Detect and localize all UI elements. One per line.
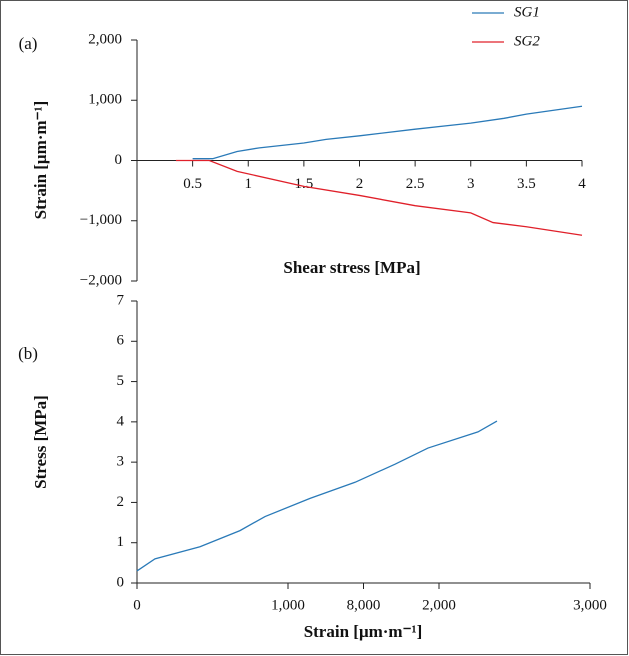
panel-label: (a) xyxy=(19,34,38,53)
x-tick-label: 4 xyxy=(578,176,586,192)
legend-label: SG1 xyxy=(514,4,540,20)
x-axis-label: Shear stress [MPa] xyxy=(283,258,420,277)
y-axis-label: Stress [MPa] xyxy=(31,395,50,489)
legend-label: SG2 xyxy=(514,33,540,49)
series-line xyxy=(192,105,583,160)
y-tick-label: 2,000 xyxy=(88,31,122,47)
y-tick-label: −2,000 xyxy=(80,272,122,288)
x-tick-label: 0 xyxy=(133,597,141,613)
y-tick-label: 3 xyxy=(117,454,125,470)
y-tick-label: 2 xyxy=(117,494,125,510)
y-tick-label: 4 xyxy=(117,413,125,429)
x-tick-label: 3 xyxy=(467,176,475,192)
y-axis-label: Strain [μm·m⁻¹] xyxy=(31,101,50,220)
x-tick-label: 3.5 xyxy=(517,176,536,192)
x-tick-label: 2 xyxy=(356,176,364,192)
series-line xyxy=(136,420,498,572)
series-line xyxy=(175,159,583,236)
panel-label: (b) xyxy=(18,344,38,363)
x-tick-label: 8,000 xyxy=(347,597,381,613)
x-tick-label: 2.5 xyxy=(406,176,425,192)
x-tick-label: 0.5 xyxy=(183,176,202,192)
y-tick-label: −1,000 xyxy=(80,212,122,228)
y-tick-label: 6 xyxy=(117,333,125,349)
y-tick-label: 7 xyxy=(117,292,125,308)
y-tick-label: 1 xyxy=(117,534,125,550)
y-tick-label: 5 xyxy=(117,373,125,389)
x-tick-label: 2,000 xyxy=(422,597,456,613)
x-axis-label: Strain [μm·m⁻¹] xyxy=(304,622,423,641)
x-tick-label: 1.5 xyxy=(295,176,314,192)
y-tick-label: 0 xyxy=(117,574,125,590)
x-tick-label: 3,000 xyxy=(573,597,607,613)
y-tick-label: 1,000 xyxy=(88,92,122,108)
x-tick-label: 1,000 xyxy=(271,597,305,613)
y-tick-label: 0 xyxy=(115,152,123,168)
x-tick-label: 1 xyxy=(245,176,253,192)
